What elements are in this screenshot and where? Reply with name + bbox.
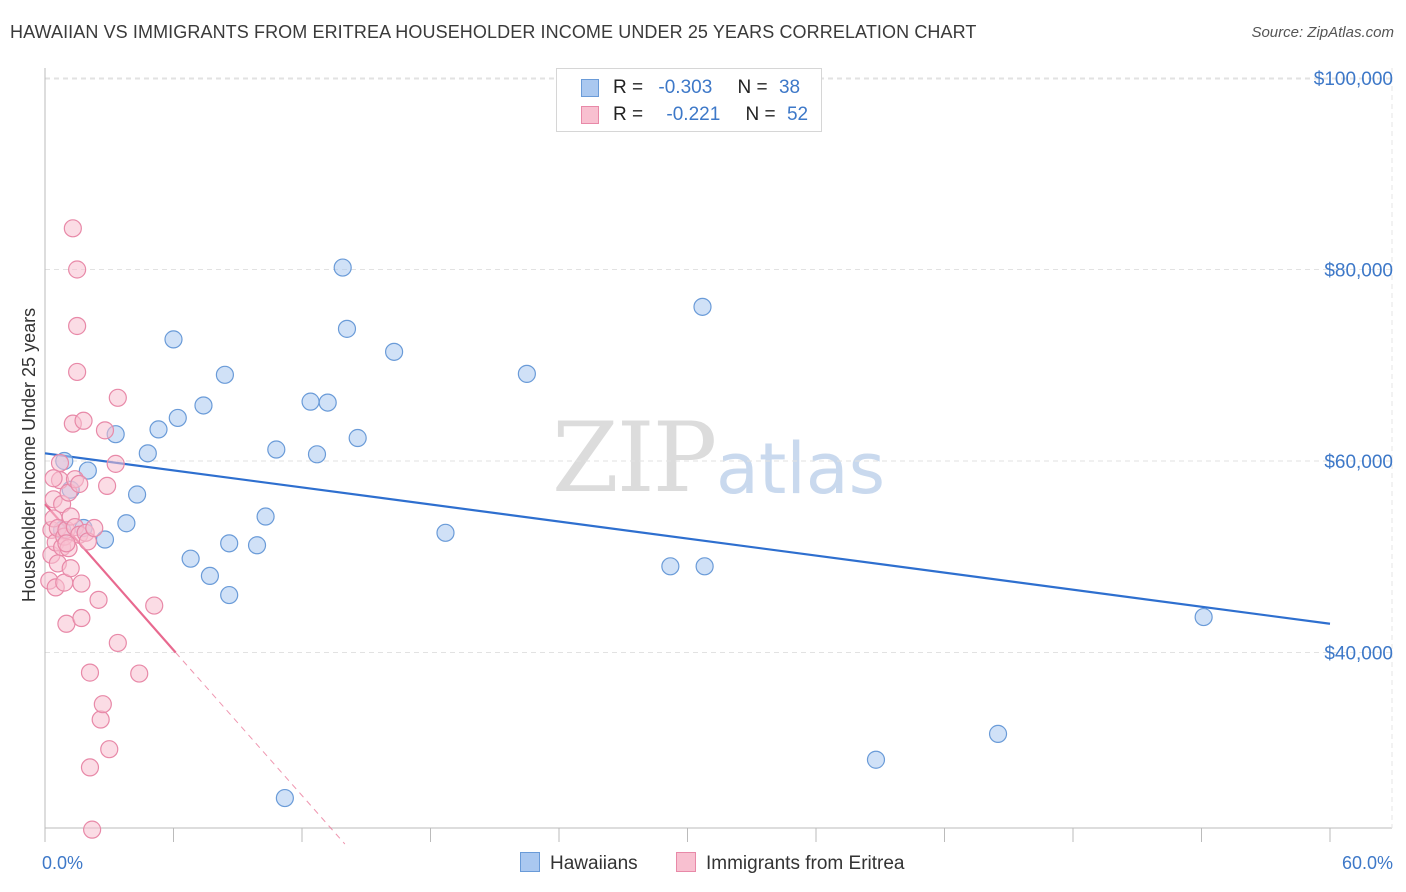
legend-n-label: N = [745,104,776,125]
point-eritrea [100,740,119,759]
data-points [40,219,1213,839]
point-hawaiians [307,445,327,464]
point-eritrea [50,453,70,473]
legend-text-hawaiians: R = -0.303 N = 38 [613,77,800,99]
legend-n-value: 38 [778,77,801,98]
point-eritrea [95,421,115,440]
point-eritrea [57,534,76,553]
point-hawaiians [337,319,357,338]
point-eritrea [93,695,112,714]
point-hawaiians [247,536,267,555]
point-eritrea [61,559,80,578]
axes [44,68,1393,842]
point-eritrea [145,596,164,615]
point-eritrea [108,388,127,407]
bottom-legend-eritrea: Immigrants from Eritrea [676,852,904,875]
point-hawaiians [275,788,294,808]
gridlines [45,77,1392,653]
trend-line-hawaiians [44,452,1331,625]
point-hawaiians [117,514,136,533]
point-eritrea [72,574,91,593]
point-hawaiians [318,393,337,412]
correlation-legend: R = -0.303 N = 38 R = -0.221 N = 52 [556,68,822,132]
point-hawaiians [267,440,286,459]
point-eritrea [68,362,87,382]
x-tick-label: 0.0% [42,853,83,873]
x-tick-label: 60.0% [1342,853,1393,873]
point-eritrea [80,758,100,777]
point-hawaiians [215,365,234,384]
point-hawaiians [301,392,320,411]
point-eritrea [80,663,100,682]
point-hawaiians [164,330,183,349]
point-hawaiians [384,342,404,361]
point-eritrea [72,608,91,628]
source-credit: Source: ZipAtlas.com [1251,24,1394,41]
point-eritrea [91,710,110,729]
legend-swatch-hawaiians [581,79,599,97]
point-eritrea [98,476,117,495]
point-hawaiians [220,534,239,553]
point-hawaiians [220,585,239,605]
bottom-legend-swatch-eritrea [676,852,696,872]
y-axis-label: Householder Income Under 25 years [19,308,39,602]
point-hawaiians [333,258,352,277]
bottom-legend-label-hawaiians: Hawaiians [550,853,638,874]
point-eritrea [85,518,104,538]
bottom-legend-label-eritrea: Immigrants from Eritrea [706,853,905,874]
y-tick-label: $80,000 [1324,261,1393,282]
point-hawaiians [194,396,213,415]
point-hawaiians [517,364,536,383]
y-tick-label: $100,000 [1314,69,1393,90]
point-hawaiians [200,566,220,586]
legend-swatch-eritrea [581,106,599,124]
watermark-zip: ZIP [552,402,717,514]
point-eritrea [89,590,108,609]
trend-line-eritrea-extrapolated [175,652,346,845]
bottom-legend-hawaiians: Hawaiians [520,852,638,875]
point-eritrea [74,411,93,430]
bottom-legend-swatch-hawaiians [520,852,540,872]
point-hawaiians [1194,607,1213,627]
point-hawaiians [168,408,187,428]
point-eritrea [106,454,125,473]
legend-r-label: R = [613,77,644,98]
legend-text-eritrea: R = -0.221 N = 52 [613,104,808,126]
point-hawaiians [695,557,714,576]
legend-r-value: -0.221 [666,104,721,125]
point-hawaiians [149,420,168,439]
point-eritrea [108,633,127,653]
point-hawaiians [138,444,157,463]
point-hawaiians [661,557,680,576]
point-eritrea [63,219,82,238]
point-eritrea [70,474,89,494]
point-hawaiians [181,549,200,568]
point-hawaiians [127,485,147,504]
axis-labels: $40,000 $60,000 $80,000 $100,000 0.0% 60.0% Ho… [19,69,1393,873]
point-hawaiians [988,724,1008,743]
legend-r-value: -0.303 [658,77,713,98]
point-eritrea [68,316,87,336]
point-eritrea [83,820,102,839]
point-hawaiians [348,428,367,448]
y-tick-label: $60,000 [1324,452,1393,473]
point-hawaiians [866,750,886,769]
trend-lines [44,452,1331,845]
point-eritrea [68,260,87,279]
legend-n-label: N = [737,77,768,98]
watermark-atlas: atlas [716,428,886,510]
point-hawaiians [78,461,97,480]
chart-title: HAWAIIAN VS IMMIGRANTS FROM ERITREA HOUS… [10,22,977,42]
legend-r-label: R = [613,104,644,125]
point-hawaiians [693,297,712,316]
y-tick-label: $40,000 [1324,644,1393,665]
point-hawaiians [256,507,275,526]
legend-n-value: 52 [786,104,809,125]
point-eritrea [44,469,63,488]
point-eritrea [130,664,149,683]
point-hawaiians [436,523,455,542]
